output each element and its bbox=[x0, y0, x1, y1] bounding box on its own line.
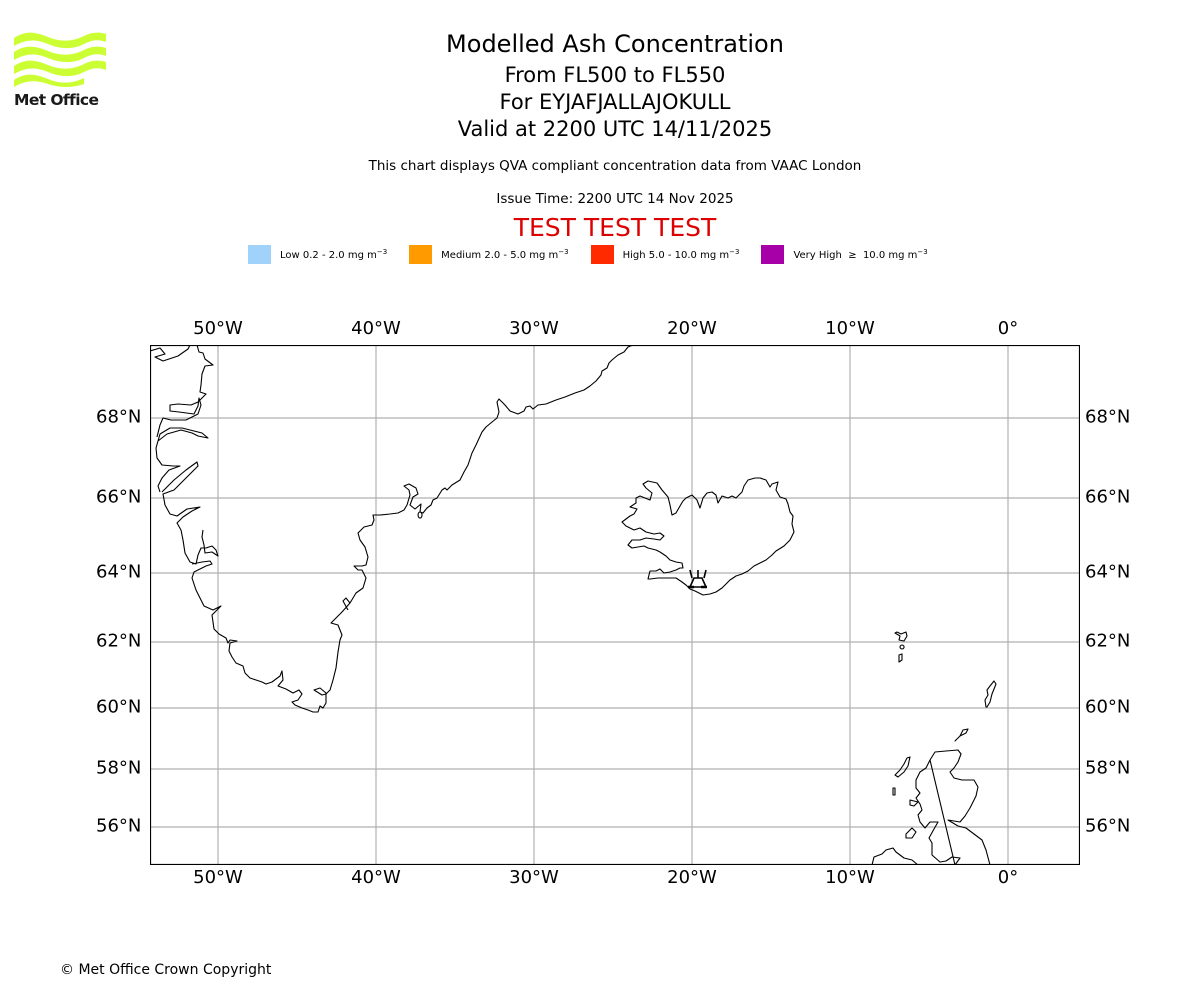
legend-item-high: High 5.0 - 10.0 mg m−3 bbox=[590, 244, 739, 264]
lon-tick-top: 20°W bbox=[667, 318, 717, 339]
lat-tick-right: 58°N bbox=[1085, 757, 1131, 779]
lat-tick-right: 62°N bbox=[1085, 630, 1131, 652]
lat-tick-right: 56°N bbox=[1085, 815, 1131, 837]
lat-tick-left: 64°N bbox=[96, 561, 142, 583]
legend-label-low: Low 0.2 - 2.0 mg m bbox=[280, 249, 377, 261]
lon-tick-top: 50°W bbox=[193, 318, 243, 339]
met-office-logo: Met Office bbox=[14, 30, 106, 112]
legend-swatch-low bbox=[248, 244, 271, 264]
scotland-coastline bbox=[871, 749, 991, 865]
lat-tick-right: 60°N bbox=[1085, 696, 1131, 718]
legend-label-medium: Medium 2.0 - 5.0 mg m bbox=[441, 249, 559, 261]
lon-tick-top: 0° bbox=[997, 318, 1019, 339]
lat-tick-left: 58°N bbox=[96, 757, 142, 779]
lat-tick-left: 60°N bbox=[96, 696, 142, 718]
chart-title: Modelled Ash Concentration bbox=[446, 30, 784, 58]
lon-tick-bottom: 20°W bbox=[667, 867, 717, 888]
chart-subtitle: This chart displays QVA compliant concen… bbox=[368, 158, 862, 174]
lon-tick-bottom: 30°W bbox=[509, 867, 559, 888]
lon-tick-bottom: 40°W bbox=[351, 867, 401, 888]
legend-swatch-high bbox=[590, 244, 614, 264]
map-frame bbox=[150, 345, 1080, 865]
met-office-waves-icon bbox=[14, 32, 106, 87]
lon-tick-bottom: 50°W bbox=[193, 867, 243, 888]
test-banner: TEST TEST TEST bbox=[513, 213, 717, 242]
iceland-coastline bbox=[621, 477, 795, 596]
lat-tick-right: 68°N bbox=[1085, 406, 1131, 428]
legend-item-very-high: Very High ≥ 10.0 mg m−3 bbox=[761, 244, 928, 264]
lat-tick-left: 68°N bbox=[96, 406, 142, 428]
ash-map[interactable] bbox=[150, 345, 1080, 865]
faroe-islands-coastline bbox=[894, 631, 908, 663]
flight-level-range: From FL500 to FL550 bbox=[504, 63, 726, 87]
lat-tick-right: 64°N bbox=[1085, 561, 1131, 583]
issue-time: Issue Time: 2200 UTC 14 Nov 2025 bbox=[496, 191, 734, 207]
volcano-name: For EYJAFJALLAJOKULL bbox=[499, 90, 731, 114]
legend-swatch-very-high bbox=[761, 244, 785, 264]
lat-tick-left: 56°N bbox=[96, 815, 142, 837]
lat-tick-right: 66°N bbox=[1085, 486, 1131, 508]
lon-tick-top: 30°W bbox=[509, 318, 559, 339]
lat-tick-left: 66°N bbox=[96, 486, 142, 508]
legend-item-medium: Medium 2.0 - 5.0 mg m−3 bbox=[409, 244, 569, 264]
legend-label-very-high: Very High ≥ 10.0 mg m bbox=[793, 249, 918, 261]
legend-item-low: Low 0.2 - 2.0 mg m−3 bbox=[248, 244, 387, 264]
lon-tick-top: 40°W bbox=[351, 318, 401, 339]
valid-time: Valid at 2200 UTC 14/11/2025 bbox=[457, 117, 773, 141]
lon-tick-bottom: 10°W bbox=[825, 867, 875, 888]
volcano-icon bbox=[688, 569, 708, 589]
lon-tick-top: 10°W bbox=[825, 318, 875, 339]
greenland-west-coastline bbox=[150, 345, 634, 713]
concentration-legend: Low 0.2 - 2.0 mg m−3 Medium 2.0 - 5.0 mg… bbox=[248, 244, 950, 264]
graticule bbox=[150, 345, 1080, 865]
shetland-coastline bbox=[954, 680, 997, 742]
lon-tick-bottom: 0° bbox=[997, 867, 1019, 888]
legend-swatch-medium bbox=[409, 244, 433, 264]
legend-label-high: High 5.0 - 10.0 mg m bbox=[622, 249, 730, 261]
lat-tick-left: 62°N bbox=[96, 630, 142, 652]
logo-text: Met Office bbox=[14, 91, 99, 109]
greenland-island bbox=[417, 511, 423, 519]
copyright-notice: © Met Office Crown Copyright bbox=[60, 962, 272, 978]
